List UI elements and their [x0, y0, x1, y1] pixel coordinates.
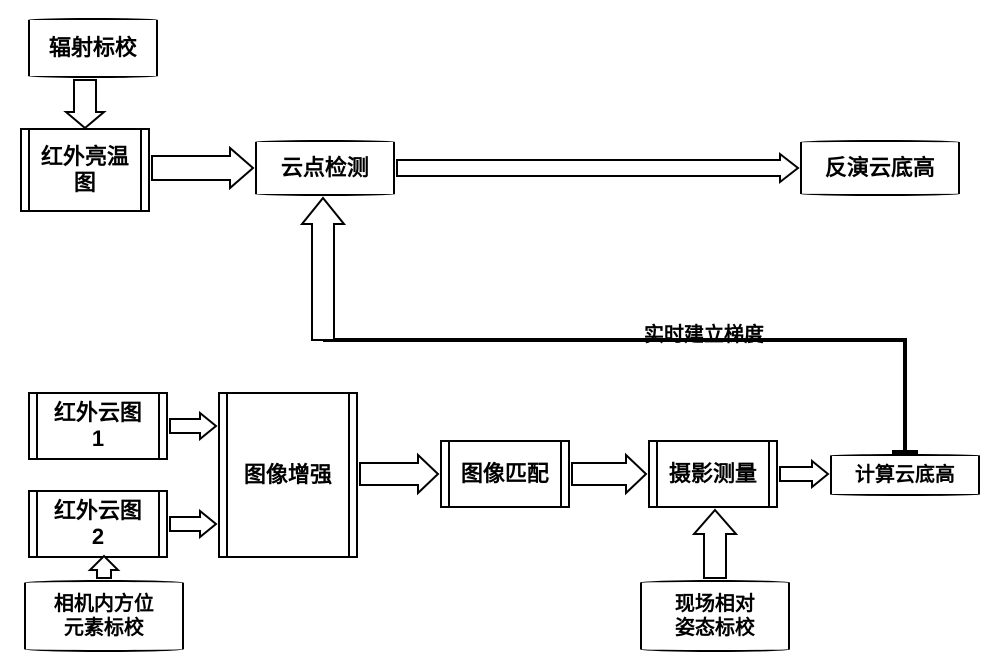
diagram-canvas: 辐射标校 红外亮温 图 云点检测 反演云底高 红外云图 1 红外云图 2 图像增…: [0, 0, 1000, 671]
node-image-match: 图像匹配: [440, 440, 570, 508]
arrow-camera-to-ir2: [90, 556, 118, 578]
gradient-connector: [323, 340, 918, 452]
arrow-gradient-up: [302, 198, 344, 340]
label: 反演云底高: [825, 155, 935, 181]
arrow-field-to-photo: [694, 510, 736, 578]
label: 图像增强: [244, 462, 332, 488]
node-ir-cloud-1: 红外云图 1: [28, 392, 168, 460]
label: 红外云图 1: [54, 400, 142, 453]
label: 云点检测: [281, 155, 369, 181]
node-invert-cloud-base: 反演云底高: [800, 140, 960, 196]
arrow-enhance-to-match: [360, 455, 438, 493]
node-photogrammetry: 摄影测量: [648, 440, 778, 508]
arrow-ir2-to-enhance: [170, 511, 216, 537]
node-field-pose: 现场相对 姿态标校: [640, 580, 790, 652]
gradient-line-label: 实时建立梯度: [640, 318, 768, 347]
arrow-photo-to-calc: [780, 461, 828, 487]
label: 辐射标校: [49, 35, 137, 61]
node-calc-cloud-base: 计算云底高: [830, 454, 980, 496]
node-radiation-calibration: 辐射标校: [28, 18, 158, 78]
arrow-detect-to-invert: [397, 154, 798, 182]
arrow-bright-to-detect: [152, 148, 253, 188]
node-ir-cloud-2: 红外云图 2: [28, 490, 168, 558]
node-ir-bright-temp: 红外亮温 图: [20, 128, 150, 212]
label: 计算云底高: [855, 463, 955, 487]
arrow-match-to-photo: [572, 455, 646, 493]
arrow-radiation-to-bright: [66, 80, 104, 128]
node-image-enhance: 图像增强: [218, 392, 358, 558]
node-camera-interior: 相机内方位 元素标校: [24, 580, 184, 652]
arrows-layer: [0, 0, 1000, 671]
label: 摄影测量: [669, 461, 757, 487]
label: 相机内方位 元素标校: [54, 592, 154, 640]
label: 红外亮温 图: [41, 144, 129, 197]
arrow-ir1-to-enhance: [170, 413, 216, 439]
label: 图像匹配: [461, 461, 549, 487]
node-cloud-point-detect: 云点检测: [255, 140, 395, 196]
label: 实时建立梯度: [644, 324, 764, 346]
label: 现场相对 姿态标校: [675, 592, 755, 640]
label: 红外云图 2: [54, 498, 142, 551]
